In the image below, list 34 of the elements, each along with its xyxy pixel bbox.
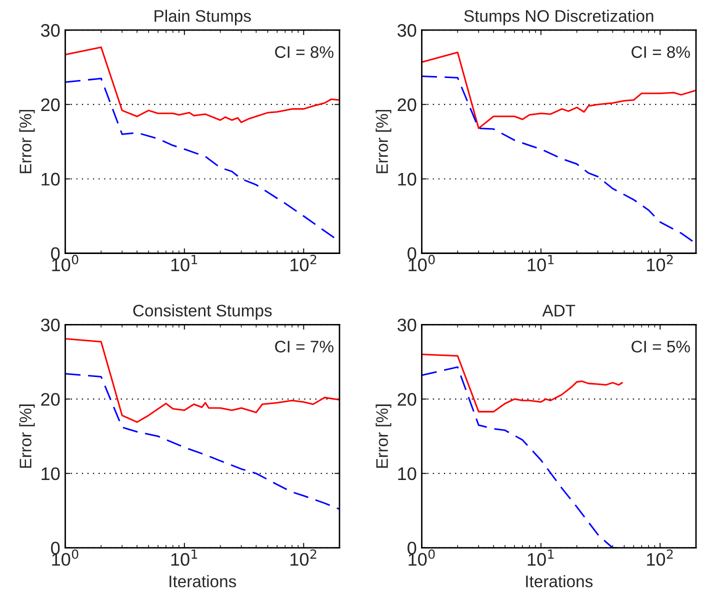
x-axis-title: Iterations [170, 575, 236, 588]
y-tick-label: 30 [40, 318, 60, 332]
x-tick-label: 10$^{1}$ [171, 550, 198, 566]
y-axis-title: Error [%] [376, 404, 392, 468]
y-tick-label: 30 [40, 24, 60, 37]
y-tick-label: 10 [398, 467, 416, 480]
x-tick-label: 10$^{2}$ [290, 549, 316, 566]
y-tick-label: 10 [42, 172, 60, 186]
x-tick-label: 10$^{1}$ [528, 550, 554, 566]
y-tick-label: 10 [42, 467, 60, 480]
annotation: CI = 5% [632, 340, 690, 353]
y-tick-label: 20 [41, 98, 60, 112]
y-tick-label: 20 [398, 392, 416, 406]
annotation: CI = 8% [632, 46, 690, 58]
x-tick-label: 10$^{2}$ [647, 549, 673, 566]
annotation: CI = 8% [275, 46, 334, 58]
y-tick-label: 10 [398, 172, 416, 186]
annotation: CI = 7% [275, 340, 334, 353]
x-tick-label: 10$^{1}$ [528, 254, 554, 272]
x-tick-label: 10$^{1}$ [171, 254, 198, 272]
y-tick-label: 20 [398, 98, 416, 112]
y-tick-label: 20 [41, 392, 60, 406]
x-tick-label: 10$^{2}$ [647, 254, 673, 272]
y-axis-title: Error [%] [376, 110, 392, 174]
y-axis-title: Error [%] [19, 110, 35, 174]
y-tick-label: 30 [398, 24, 416, 37]
x-tick-label: 10$^{2}$ [290, 254, 316, 272]
chart-title: Stumps NO Discretization [464, 10, 654, 26]
chart-title: Consistent Stumps [133, 304, 272, 320]
y-tick-label: 30 [398, 318, 416, 332]
chart-title: Plain Stumps [154, 10, 251, 26]
x-axis-title: Iterations [526, 575, 593, 588]
chart-title: ADT [542, 304, 576, 316]
y-axis-title: Error [%] [19, 404, 35, 468]
